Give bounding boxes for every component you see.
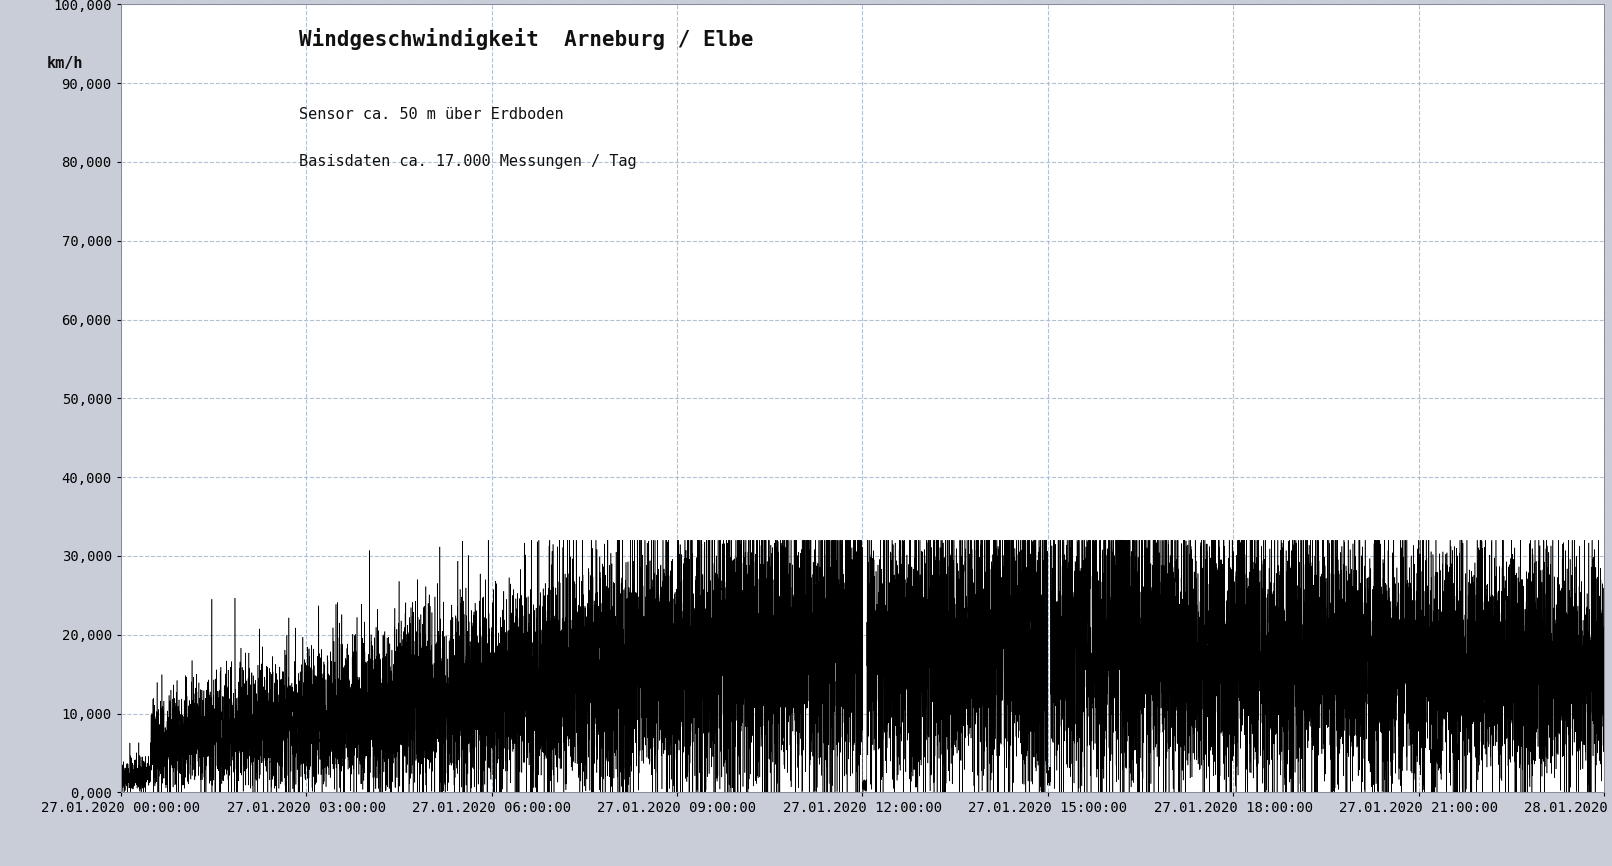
Text: Windgeschwindigkeit  Arneburg / Elbe: Windgeschwindigkeit Arneburg / Elbe	[298, 28, 753, 50]
Text: Basisdaten ca. 17.000 Messungen / Tag: Basisdaten ca. 17.000 Messungen / Tag	[298, 154, 637, 169]
Text: km/h: km/h	[47, 55, 84, 70]
Text: Sensor ca. 50 m über Erdboden: Sensor ca. 50 m über Erdboden	[298, 107, 564, 122]
